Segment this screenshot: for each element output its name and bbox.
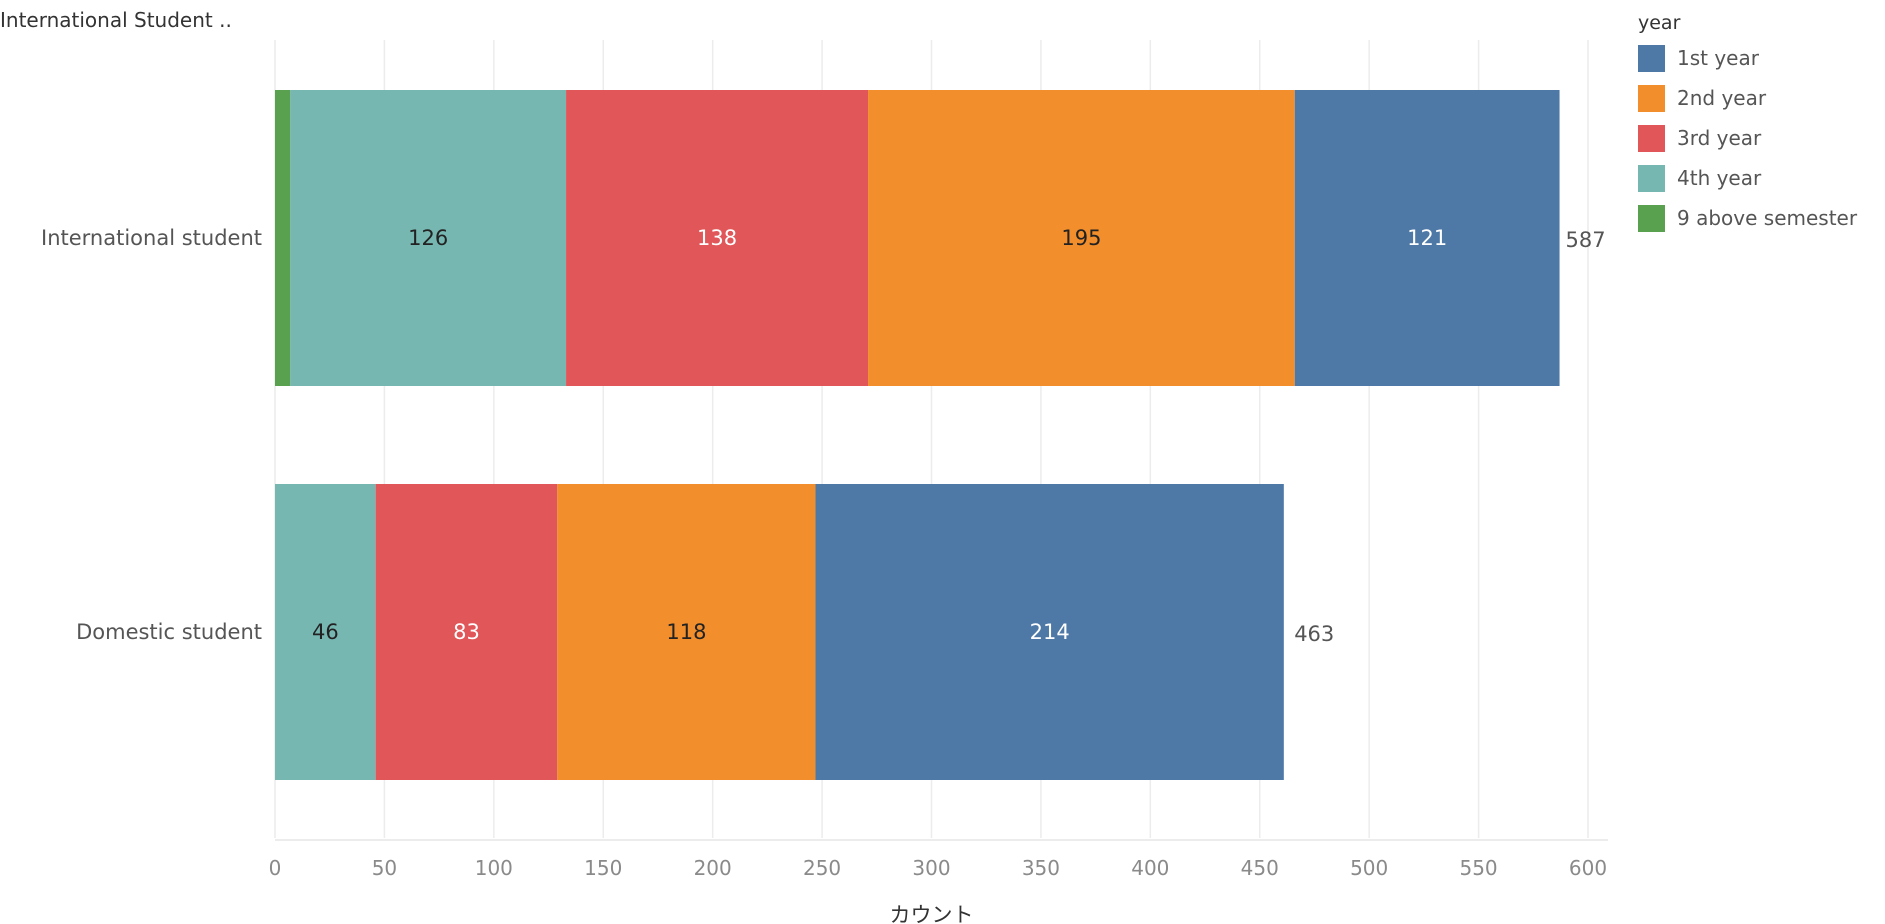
legend-item-3rd-year[interactable]: 3rd year (1638, 118, 1857, 158)
bar-segment (290, 90, 567, 386)
total-label: 587 (1566, 228, 1606, 252)
x-tick-label: 100 (475, 856, 513, 880)
bar-segment (566, 90, 869, 386)
category-label: Domestic student (76, 620, 262, 644)
legend-item-4th-year[interactable]: 4th year (1638, 158, 1857, 198)
legend-label: 4th year (1677, 166, 1762, 190)
bar-segment (375, 484, 558, 780)
x-tick-label: 450 (1241, 856, 1279, 880)
legend-item-2nd-year[interactable]: 2nd year (1638, 78, 1857, 118)
legend-title: year (1638, 12, 1681, 34)
legend-swatch (1638, 44, 1665, 72)
data-label: 126 (408, 226, 448, 250)
bar-segment (275, 90, 291, 386)
x-tick-label: 350 (1022, 856, 1060, 880)
data-label: 83 (453, 620, 480, 644)
data-label: 195 (1061, 226, 1101, 250)
x-tick-label: 600 (1569, 856, 1607, 880)
data-label: 46 (312, 620, 339, 644)
x-axis-title: カウント (890, 903, 974, 924)
x-tick-label: 550 (1459, 856, 1497, 880)
legend: year 1st year 2nd year 3rd year 4th year… (1638, 8, 1857, 238)
x-tick-label: 400 (1131, 856, 1169, 880)
bar-segment (1294, 90, 1560, 386)
bar-segment (557, 484, 816, 780)
legend-label: 1st year (1677, 46, 1759, 70)
legend-swatch (1638, 204, 1665, 232)
legend-item-1st-year[interactable]: 1st year (1638, 38, 1857, 78)
data-label: 214 (1030, 620, 1070, 644)
x-tick-label: 250 (803, 856, 841, 880)
x-tick-label: 150 (584, 856, 622, 880)
bar-segment (275, 484, 376, 780)
data-label: 138 (697, 226, 737, 250)
category-label: International student (41, 226, 262, 250)
legend-item-9-above-semester[interactable]: 9 above semester (1638, 198, 1857, 238)
bar-segment (815, 484, 1284, 780)
legend-swatch (1638, 84, 1665, 112)
x-tick-label: 200 (694, 856, 732, 880)
legend-swatch (1638, 124, 1665, 152)
total-label: 463 (1294, 622, 1334, 646)
row-header-title: International Student .. (0, 8, 232, 32)
legend-swatch (1638, 164, 1665, 192)
data-label: 121 (1407, 226, 1447, 250)
x-tick-label: 500 (1350, 856, 1388, 880)
data-label: 118 (666, 620, 706, 644)
x-tick-label: 300 (912, 856, 950, 880)
legend-label: 2nd year (1677, 86, 1767, 110)
x-tick-label: 50 (372, 856, 397, 880)
x-tick-label: 0 (269, 856, 282, 880)
legend-label: 9 above semester (1677, 206, 1858, 230)
bar-segment (868, 90, 1295, 386)
legend-label: 3rd year (1677, 126, 1762, 150)
